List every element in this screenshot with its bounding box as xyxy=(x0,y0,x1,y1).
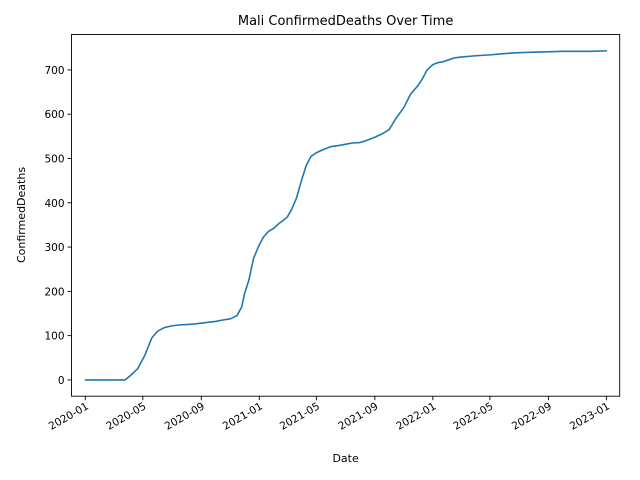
y-axis-label: ConfirmedDeaths xyxy=(15,167,28,263)
y-tick-label: 200 xyxy=(44,286,64,298)
x-axis-label: Date xyxy=(332,452,359,465)
x-tick-label: 2022-09 xyxy=(510,400,554,432)
x-tick-label: 2020-05 xyxy=(104,400,148,432)
y-tick-label: 700 xyxy=(44,65,64,77)
x-tick-label: 2021-09 xyxy=(336,400,380,432)
y-tick-label: 300 xyxy=(44,242,64,254)
x-tick-label: 2020-09 xyxy=(163,400,207,432)
x-tick-label: 2022-01 xyxy=(394,400,438,432)
series-line xyxy=(84,50,608,381)
x-axis: 2020-01 2020-05 2020-09 2021-01 2021-05 2021-… xyxy=(47,396,612,433)
y-tick-label: 500 xyxy=(44,153,64,165)
y-tick-label: 400 xyxy=(44,198,64,210)
x-tick-label: 2021-01 xyxy=(221,400,265,432)
x-tick-label: 2020-01 xyxy=(47,400,91,432)
y-tick-label: 600 xyxy=(44,109,64,121)
x-tick-label: 2022-05 xyxy=(451,400,495,432)
y-tick-label: 100 xyxy=(44,331,64,343)
chart-title: Mali ConfirmedDeaths Over Time xyxy=(238,14,453,29)
x-tick-label: 2021-05 xyxy=(278,400,322,432)
y-tick-label: 0 xyxy=(58,375,65,387)
y-axis: 0 100 200 300 400 500 600 700 xyxy=(44,65,72,387)
plot-frame xyxy=(71,34,621,397)
x-tick-label: 2023-01 xyxy=(568,400,612,432)
plot-area xyxy=(71,34,621,397)
